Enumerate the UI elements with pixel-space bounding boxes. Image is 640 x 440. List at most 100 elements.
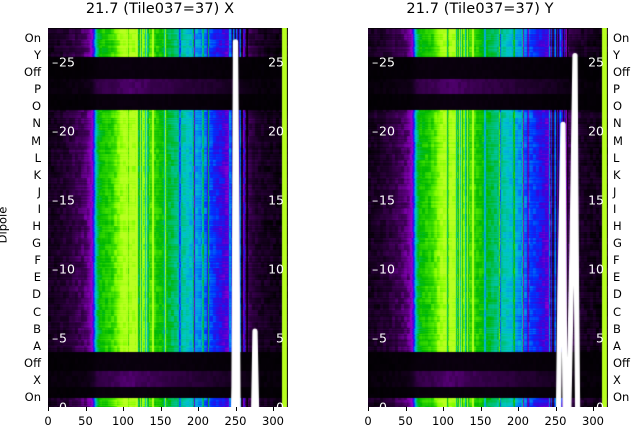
ytick-text: 0: [276, 399, 284, 415]
dipole-axis-label: X: [613, 372, 621, 387]
dipole-axis-label: P: [34, 82, 41, 97]
ytick-dash: –: [372, 123, 379, 139]
x-tick-mark: [480, 407, 482, 411]
x-tick-label: 250: [224, 414, 247, 428]
ytick-text: 15: [59, 192, 75, 208]
dipole-axis-label: O: [613, 99, 623, 114]
ytick-text: 5: [59, 330, 67, 346]
ytick-text: 20: [59, 123, 75, 139]
x-tick-label: 200: [187, 414, 209, 428]
x-tick-label: 250: [544, 414, 567, 428]
x-tick-mark: [273, 407, 274, 411]
x-tick-label: 100: [432, 414, 454, 428]
ytick-dash: –: [52, 192, 59, 208]
inner-ytick-label: 15: [268, 193, 284, 208]
x-tick-label: 0: [44, 414, 52, 428]
ytick-dash: –: [372, 399, 379, 415]
dipole-axis-label: C: [613, 304, 622, 319]
ytick-text: 5: [276, 330, 284, 346]
dipole-axis-label: G: [32, 236, 41, 251]
x-tick-label: 50: [78, 414, 93, 428]
inner-ytick-label: –20: [52, 124, 75, 139]
ytick-text: 10: [588, 261, 604, 277]
dipole-axis-label: On: [613, 390, 630, 404]
ytick-text: 20: [268, 123, 284, 139]
inner-ytick-label: –10: [372, 262, 395, 277]
dipole-axis-label: H: [32, 219, 41, 234]
ytick-dash: –: [52, 399, 59, 415]
ytick-text: 0: [379, 399, 387, 415]
inner-ytick-label: 5: [596, 331, 604, 346]
x-tick-mark: [85, 407, 87, 411]
dipole-axis-label: C: [32, 304, 41, 319]
dipole-axis-label: H: [613, 219, 622, 234]
ytick-text: 25: [59, 54, 75, 70]
inner-ytick-label: 10: [588, 262, 604, 277]
dipole-axis-label: E: [33, 270, 41, 285]
ytick-text: 15: [379, 192, 395, 208]
x-tick-mark: [368, 407, 369, 411]
inner-ytick-label: –5: [52, 331, 67, 346]
dipole-axis-label: On: [24, 390, 41, 404]
x-tick-mark: [198, 407, 199, 411]
dipole-axis-label: A: [613, 338, 621, 353]
inner-ytick-label: –0: [52, 400, 67, 415]
inner-ytick-label: –15: [372, 193, 395, 208]
category-axis-left: On Y Off P O N M L K J I H G F E D C B A Off X On: [0, 28, 46, 407]
ytick-text: 25: [588, 54, 604, 70]
ytick-dash: –: [372, 192, 379, 208]
dipole-axis-label: J: [613, 184, 617, 199]
x-tick-mark: [235, 407, 237, 411]
dipole-axis-label: B: [33, 321, 41, 336]
ytick-text: 5: [596, 330, 604, 346]
dipole-axis-label: N: [613, 116, 622, 131]
panel-y-title: 21.7 (Tile037=37) Y: [406, 1, 554, 17]
dipole-axis-label: P: [613, 82, 620, 97]
dipole-axis-label: I: [37, 201, 41, 216]
x-tick-mark: [405, 407, 407, 411]
ytick-text: 25: [268, 54, 284, 70]
inner-yticks-x-left: –0 –5 –10 –15 –20 –25: [48, 28, 288, 415]
dipole-axis-label: N: [32, 116, 41, 131]
dipole-axis-label: E: [613, 270, 621, 285]
x-tick-label: 50: [398, 414, 413, 428]
inner-ytick-label: –15: [52, 193, 75, 208]
inner-ytick-label: 10: [268, 262, 284, 277]
ytick-dash: –: [52, 330, 59, 346]
dipole-axis-label: On: [24, 31, 41, 45]
x-tick-mark: [518, 407, 519, 411]
ytick-text: 5: [379, 330, 387, 346]
ytick-text: 25: [379, 54, 395, 70]
dipole-axis-label: A: [33, 338, 41, 353]
x-tick-label: 100: [112, 414, 134, 428]
x-tick-label: 200: [507, 414, 529, 428]
x-axis-y: 0 50 100 150 200 250 300: [364, 407, 608, 440]
inner-ytick-label: 20: [268, 124, 284, 139]
dipole-axis-label: On: [613, 31, 630, 45]
ytick-dash: –: [52, 261, 59, 277]
dipole-axis-label: B: [613, 321, 621, 336]
dipole-axis-label: Off: [613, 355, 630, 370]
x-tick-label: 0: [364, 414, 372, 428]
dipole-axis-label: L: [613, 150, 620, 165]
x-tick-mark: [443, 407, 444, 411]
dipole-axis-label: Off: [24, 355, 41, 370]
dipole-axis-label: D: [613, 287, 622, 302]
dipole-axis-label: F: [613, 253, 620, 268]
x-tick-mark: [48, 407, 49, 411]
x-tick-mark: [160, 407, 162, 411]
x-tick-label: 150: [149, 414, 172, 428]
inner-yticks-y-right: 0 5 10 15 20 25: [368, 28, 608, 415]
ytick-dash: –: [372, 261, 379, 277]
inner-ytick-label: 5: [276, 331, 284, 346]
inner-ytick-label: –25: [52, 55, 75, 70]
inner-ytick-label: 0: [596, 400, 604, 415]
ytick-dash: –: [372, 330, 379, 346]
ytick-text: 20: [379, 123, 395, 139]
x-tick-label: 300: [262, 414, 284, 428]
dipole-axis-label: G: [613, 236, 622, 251]
ytick-text: 10: [379, 261, 395, 277]
dipole-axis-label: M: [613, 133, 623, 148]
